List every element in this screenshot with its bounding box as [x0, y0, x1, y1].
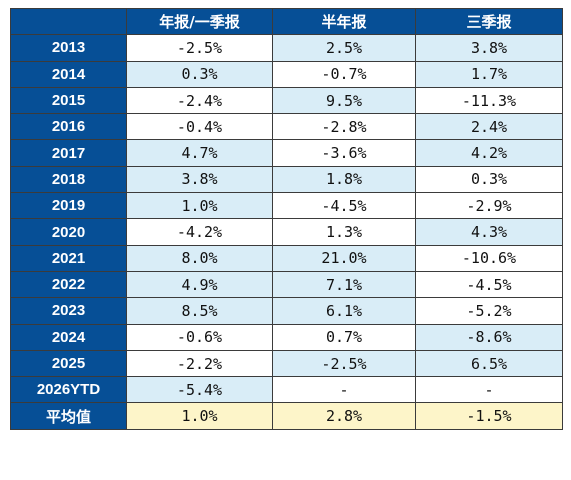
value-cell: 9.5%	[272, 86, 416, 115]
table-row: 2018 3.8% 1.8% 0.3%	[10, 165, 563, 194]
table-row: 2023 8.5% 6.1% -5.2%	[10, 297, 563, 325]
value-cell: -2.5%	[272, 349, 416, 378]
value-cell: 21.0%	[272, 244, 416, 272]
value-cell: -2.8%	[272, 113, 416, 141]
value-cell: -11.3%	[415, 86, 563, 115]
row-label: 2026YTD	[10, 376, 127, 404]
row-label: 2016	[10, 113, 127, 141]
value-cell: 1.8%	[272, 165, 416, 194]
table-row: 2025 -2.2% -2.5% 6.5%	[10, 349, 563, 378]
row-label: 2013	[10, 34, 127, 62]
row-label: 2018	[10, 165, 127, 194]
value-cell: -	[272, 376, 416, 404]
table-row: 2016 -0.4% -2.8% 2.4%	[10, 113, 563, 141]
value-cell: 4.3%	[415, 218, 563, 246]
value-cell: -2.9%	[415, 192, 563, 220]
table-row: 2021 8.0% 21.0% -10.6%	[10, 244, 563, 272]
value-cell: 8.0%	[126, 244, 273, 272]
value-cell: 3.8%	[126, 165, 273, 194]
value-cell: 6.5%	[415, 349, 563, 378]
value-cell: 1.3%	[272, 218, 416, 246]
returns-table: 年报/一季报 半年报 三季报 2013 -2.5% 2.5% 3.8% 2014 0.3%…	[10, 7, 563, 430]
value-cell: 6.1%	[272, 297, 416, 325]
table-body: 2013 -2.5% 2.5% 3.8% 2014 0.3% -0.7% 1.7% 2015 -2…	[10, 34, 563, 430]
average-label: 平均值	[10, 402, 127, 430]
row-label: 2015	[10, 86, 127, 115]
table-row: 2024 -0.6% 0.7% -8.6%	[10, 323, 563, 351]
table-row: 2013 -2.5% 2.5% 3.8%	[10, 34, 563, 62]
row-label: 2022	[10, 270, 127, 299]
average-row: 平均值 1.0% 2.8% -1.5%	[10, 402, 563, 430]
value-cell: -5.4%	[126, 376, 273, 404]
value-cell: 2.5%	[272, 34, 416, 62]
column-header-half-year: 半年报	[272, 7, 416, 36]
value-cell: 2.4%	[415, 113, 563, 141]
value-cell: -5.2%	[415, 297, 563, 325]
average-value-cell: -1.5%	[415, 402, 563, 430]
value-cell: 0.3%	[415, 165, 563, 194]
value-cell: -	[415, 376, 563, 404]
table-row: 2014 0.3% -0.7% 1.7%	[10, 60, 563, 88]
row-label: 2023	[10, 297, 127, 325]
corner-cell	[10, 7, 127, 36]
value-cell: 4.7%	[126, 139, 273, 167]
average-value-cell: 2.8%	[272, 402, 416, 430]
row-label: 2021	[10, 244, 127, 272]
value-cell: 7.1%	[272, 270, 416, 299]
value-cell: 1.0%	[126, 192, 273, 220]
table-row: 2019 1.0% -4.5% -2.9%	[10, 192, 563, 220]
table-row: 2022 4.9% 7.1% -4.5%	[10, 270, 563, 299]
table-row: 2026YTD -5.4% - -	[10, 376, 563, 404]
row-label: 2019	[10, 192, 127, 220]
value-cell: 0.7%	[272, 323, 416, 351]
value-cell: -8.6%	[415, 323, 563, 351]
value-cell: -0.6%	[126, 323, 273, 351]
column-header-annual-q1: 年报/一季报	[126, 7, 273, 36]
value-cell: -2.2%	[126, 349, 273, 378]
value-cell: -2.4%	[126, 86, 273, 115]
value-cell: 8.5%	[126, 297, 273, 325]
header-row: 年报/一季报 半年报 三季报	[10, 7, 563, 36]
table-row: 2015 -2.4% 9.5% -11.3%	[10, 86, 563, 115]
row-label: 2017	[10, 139, 127, 167]
row-label: 2020	[10, 218, 127, 246]
column-header-q3: 三季报	[415, 7, 563, 36]
value-cell: -2.5%	[126, 34, 273, 62]
value-cell: -4.5%	[272, 192, 416, 220]
value-cell: -0.4%	[126, 113, 273, 141]
value-cell: -3.6%	[272, 139, 416, 167]
value-cell: 4.9%	[126, 270, 273, 299]
value-cell: -4.5%	[415, 270, 563, 299]
row-label: 2014	[10, 60, 127, 88]
value-cell: -4.2%	[126, 218, 273, 246]
table-row: 2020 -4.2% 1.3% 4.3%	[10, 218, 563, 246]
value-cell: 1.7%	[415, 60, 563, 88]
row-label: 2025	[10, 349, 127, 378]
value-cell: -10.6%	[415, 244, 563, 272]
table-row: 2017 4.7% -3.6% 4.2%	[10, 139, 563, 167]
value-cell: 4.2%	[415, 139, 563, 167]
value-cell: 3.8%	[415, 34, 563, 62]
average-value-cell: 1.0%	[126, 402, 273, 430]
value-cell: 0.3%	[126, 60, 273, 88]
value-cell: -0.7%	[272, 60, 416, 88]
row-label: 2024	[10, 323, 127, 351]
